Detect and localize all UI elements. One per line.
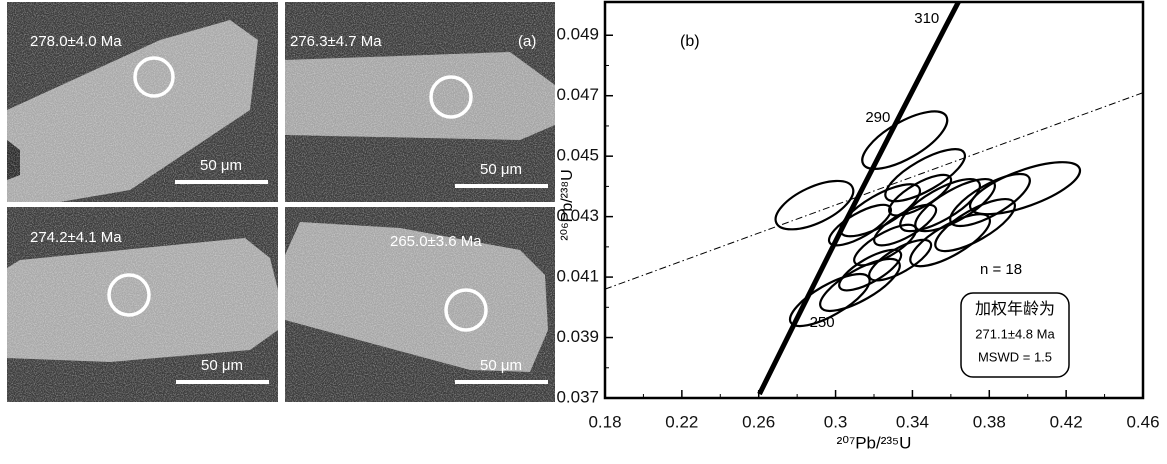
age-label: 310 (914, 10, 939, 27)
result-title: 加权年龄为 (975, 300, 1055, 318)
x-axis-label: ²⁰⁷Pb/²³⁵U (837, 433, 912, 452)
y-tick-label: 0.045 (556, 146, 599, 165)
concordia (759, 0, 965, 394)
y-tick-label: 0.041 (556, 267, 599, 286)
error-ellipse (893, 170, 986, 241)
figure: 278.0±4.0 Ma 276.3±4.7 Ma 274.2±4.1 Ma 2… (0, 0, 1167, 459)
y-tick-label: 0.043 (556, 206, 599, 225)
y-tick-label: 0.039 (556, 327, 599, 346)
scale-label: 50 μm (480, 357, 522, 374)
y-tick-label: 0.047 (556, 85, 599, 104)
age-label: 278.0±4.0 Ma (30, 33, 122, 50)
scale-label: 50 μm (480, 161, 522, 178)
scale-label: 50 μm (200, 157, 242, 174)
error-ellipse (769, 171, 860, 239)
error-ellipse (928, 190, 1021, 261)
age-label: 276.3±4.7 Ma (290, 33, 382, 50)
y-tick-label: 0.037 (556, 387, 599, 406)
result-age: 271.1±4.8 Ma (975, 326, 1055, 341)
panel-label: (a) (518, 33, 536, 50)
age-label: 250 (810, 314, 835, 331)
x-tick-label: 0.22 (665, 412, 698, 431)
panel-label: (b) (680, 33, 700, 50)
x-tick-label: 0.34 (896, 412, 929, 431)
scale-label: 50 μm (201, 357, 243, 374)
x-tick-label: 0.26 (742, 412, 775, 431)
age-label: 274.2±4.1 Ma (30, 229, 122, 246)
age-label: 265.0±3.6 Ma (390, 233, 482, 250)
x-tick-label: 0.42 (1050, 412, 1083, 431)
panel-a: 278.0±4.0 Ma 276.3±4.7 Ma 274.2±4.1 Ma 2… (7, 2, 555, 402)
x-tick-label: 0.3 (824, 412, 848, 431)
y-tick-label: 0.049 (556, 25, 599, 44)
y-axis-label: ²⁰⁶Pb/²³⁸U (559, 169, 576, 240)
result-mswd: MSWD = 1.5 (978, 349, 1052, 364)
n-label: n = 18 (980, 261, 1022, 278)
error-ellipse (879, 140, 972, 211)
age-label: 290 (865, 109, 890, 126)
x-tick-label: 0.38 (973, 412, 1006, 431)
x-tick-label: 0.46 (1126, 412, 1159, 431)
x-tick-label: 0.18 (588, 412, 621, 431)
